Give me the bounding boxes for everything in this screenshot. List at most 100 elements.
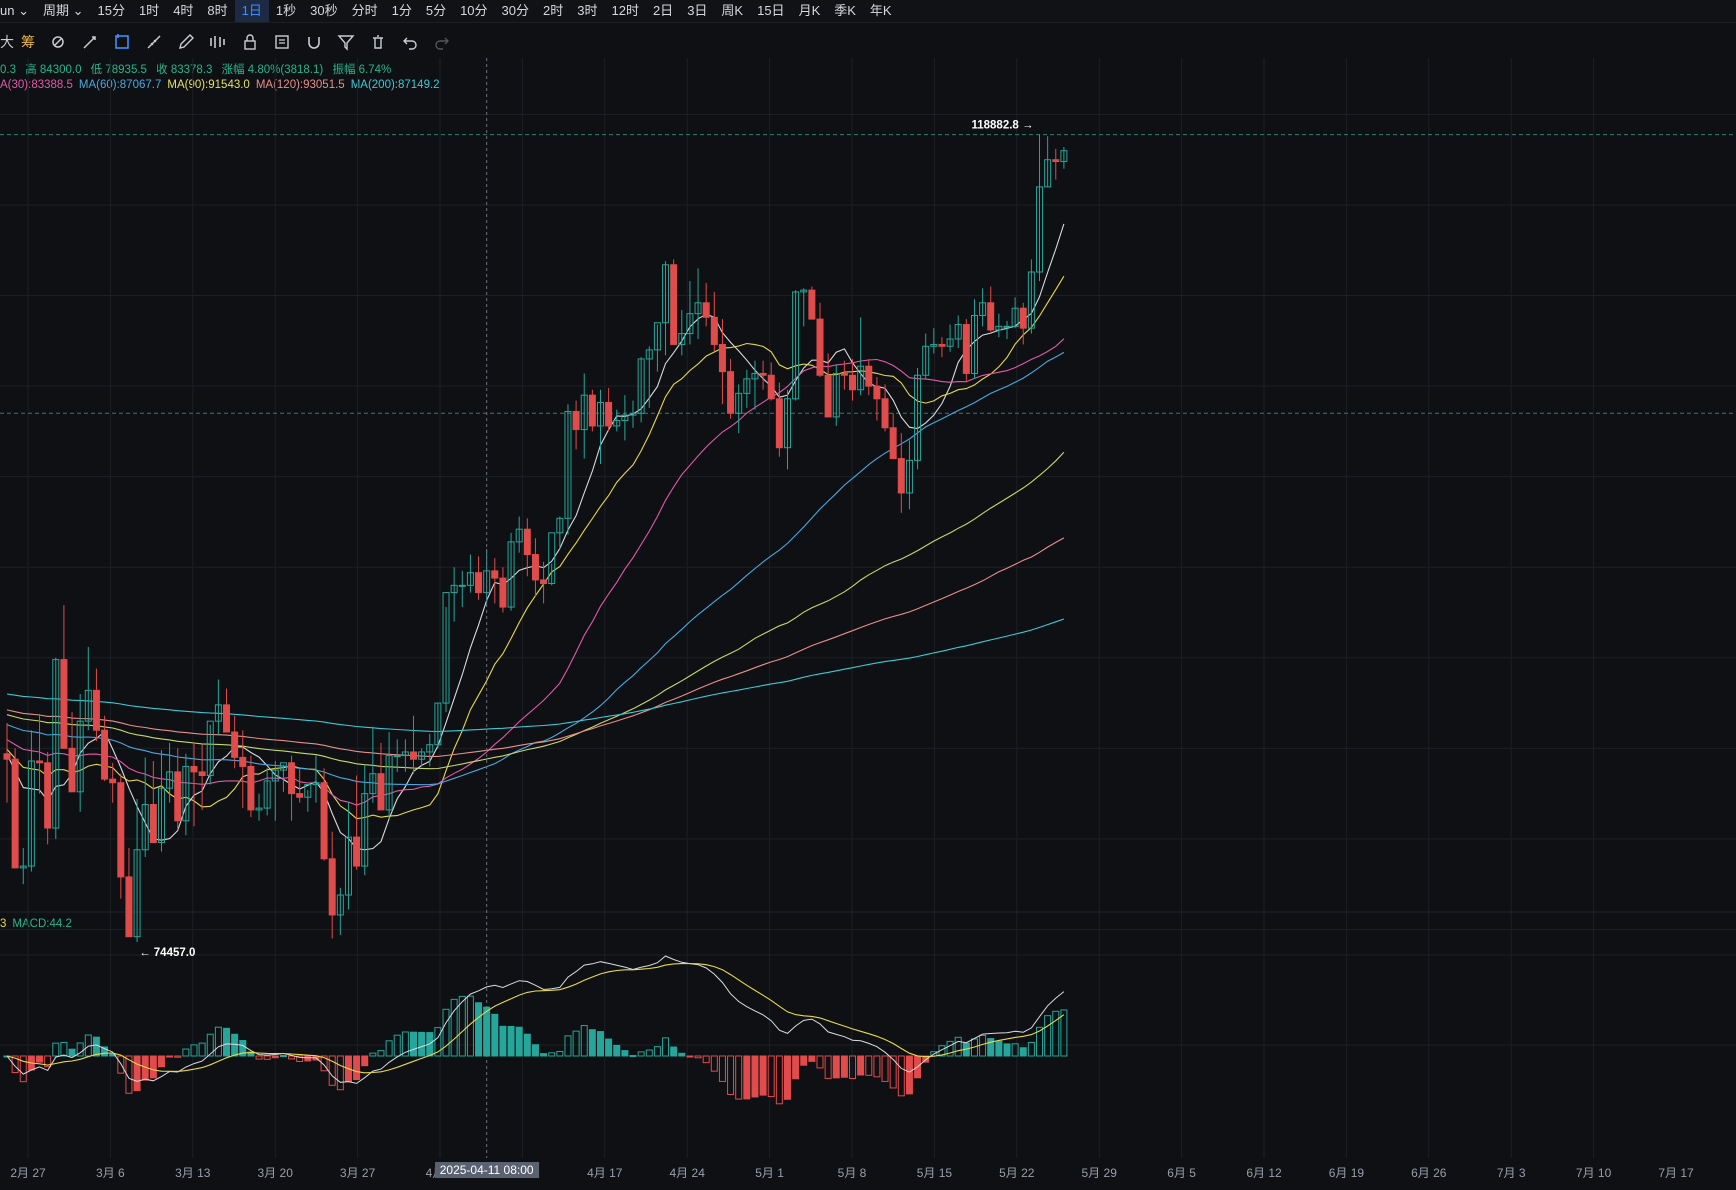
macd-bar xyxy=(605,1038,613,1057)
candle-up xyxy=(970,314,978,374)
macd-bar xyxy=(458,995,466,1057)
period-19[interactable]: 周K xyxy=(721,3,744,18)
candle-up xyxy=(686,313,694,335)
x-tick-label: 5月 1 xyxy=(755,1166,784,1180)
candle-up xyxy=(1027,271,1035,329)
macd-bar xyxy=(751,1055,759,1098)
period-20[interactable]: 15日 xyxy=(757,3,785,18)
macd-bar xyxy=(1011,1043,1019,1057)
macd-legend: 3 MACD:44.2 xyxy=(0,918,72,930)
macd-bar xyxy=(800,1055,808,1066)
period-4[interactable]: 4时 xyxy=(173,3,194,18)
candle-down xyxy=(605,401,613,427)
period-17[interactable]: 2日 xyxy=(652,3,674,18)
period-1[interactable]: 周期 ⌄ xyxy=(42,3,84,18)
macd-bar xyxy=(401,1031,409,1057)
ma200-line xyxy=(6,618,1065,733)
period-23[interactable]: 年K xyxy=(869,3,892,18)
macd-prefix: 3 xyxy=(0,918,7,930)
period-13[interactable]: 30分 xyxy=(501,3,530,18)
pattern-icon[interactable] xyxy=(202,27,234,57)
macd-bar xyxy=(320,1055,328,1072)
magnet-icon[interactable] xyxy=(298,27,330,57)
macd-bar xyxy=(905,1055,913,1095)
period-12[interactable]: 10分 xyxy=(460,3,488,18)
note-icon[interactable] xyxy=(266,27,298,57)
macd-bar xyxy=(247,1051,255,1057)
macd-bar xyxy=(702,1055,710,1064)
pen-icon[interactable] xyxy=(170,27,202,57)
x-tick-label: 5月 8 xyxy=(837,1166,867,1180)
period-10[interactable]: 1分 xyxy=(391,3,412,18)
ruler-icon[interactable] xyxy=(138,27,170,57)
toolbar-glyph-1[interactable]: 筹 xyxy=(21,34,35,50)
candle-down xyxy=(353,836,361,867)
period-bar: un ⌄ 周期 ⌄ 15分 1时 4时 8时 1日 1秒 30秒 分时 1分 5分 10分 30分 2时 3时… xyxy=(0,0,1736,23)
period-3[interactable]: 1时 xyxy=(138,3,160,18)
macd-bar xyxy=(271,1055,279,1059)
period-22[interactable]: 季K xyxy=(834,3,856,18)
macd-bar xyxy=(718,1055,726,1082)
macd-value: MACD:44.2 xyxy=(12,918,72,930)
macd-bar xyxy=(133,1055,141,1092)
candle-up xyxy=(751,372,759,380)
candle-down xyxy=(816,318,824,376)
candle-up xyxy=(735,392,743,414)
macd-bar xyxy=(198,1042,206,1057)
x-tick-label: 6月 26 xyxy=(1411,1166,1447,1180)
select-icon[interactable] xyxy=(106,27,138,57)
period-5[interactable]: 8时 xyxy=(207,3,228,18)
period-16[interactable]: 12时 xyxy=(611,3,639,18)
high-price-label: 118882.8 → xyxy=(971,119,1033,131)
period-18[interactable]: 3日 xyxy=(687,3,708,18)
period-14[interactable]: 2时 xyxy=(543,3,564,18)
candle-up xyxy=(637,358,645,414)
macd-bar xyxy=(239,1040,247,1057)
candle-down xyxy=(727,371,735,414)
macd-bar xyxy=(857,1055,865,1076)
period-7[interactable]: 1秒 xyxy=(275,3,297,18)
candle-up xyxy=(1036,186,1044,273)
macd-bar xyxy=(101,1046,109,1057)
candle-up xyxy=(1044,159,1052,188)
candle-up xyxy=(393,755,401,758)
macd-bar xyxy=(1003,1043,1011,1057)
candle-up xyxy=(922,345,930,376)
price-chart[interactable]: 118882.8 → ← 74457.0 xyxy=(0,58,1736,1158)
period-21[interactable]: 月K xyxy=(798,3,821,18)
macd-bar xyxy=(1027,1041,1035,1057)
candle-up xyxy=(613,420,621,427)
period-6[interactable]: 1日 xyxy=(234,0,269,22)
candle-down xyxy=(670,264,678,345)
candle-down xyxy=(824,374,832,418)
draw-icon[interactable] xyxy=(74,27,106,57)
macd-bar xyxy=(174,1055,182,1058)
candle-up xyxy=(694,302,702,315)
period-11[interactable]: 5分 xyxy=(425,3,447,18)
macd-bar xyxy=(824,1055,832,1079)
macd-bar xyxy=(507,1025,515,1057)
macd-bar xyxy=(588,1029,596,1057)
x-tick-label: 6月 5 xyxy=(1167,1166,1196,1180)
candle-up xyxy=(548,532,556,585)
delete-icon[interactable] xyxy=(362,27,394,57)
filter-icon[interactable] xyxy=(330,27,362,57)
macd-bar xyxy=(548,1052,556,1057)
candle-up xyxy=(27,760,35,867)
period-0[interactable]: un ⌄ xyxy=(0,3,29,18)
macd-bar xyxy=(954,1036,962,1057)
toolbar-glyph-0[interactable]: 大 xyxy=(0,34,14,50)
macd-bar xyxy=(190,1044,198,1057)
macd-bar xyxy=(369,1052,377,1057)
redo-icon[interactable] xyxy=(426,27,458,57)
macd-bar xyxy=(572,1030,580,1057)
lock-icon[interactable] xyxy=(234,27,266,57)
x-tick-label: 6月 19 xyxy=(1328,1166,1365,1180)
period-9[interactable]: 分时 xyxy=(351,3,378,18)
settings-icon[interactable] xyxy=(42,27,74,57)
period-15[interactable]: 3时 xyxy=(577,3,598,18)
candle-down xyxy=(60,659,68,749)
period-2[interactable]: 15分 xyxy=(97,3,125,18)
undo-icon[interactable] xyxy=(394,27,426,57)
period-8[interactable]: 30秒 xyxy=(310,3,338,18)
